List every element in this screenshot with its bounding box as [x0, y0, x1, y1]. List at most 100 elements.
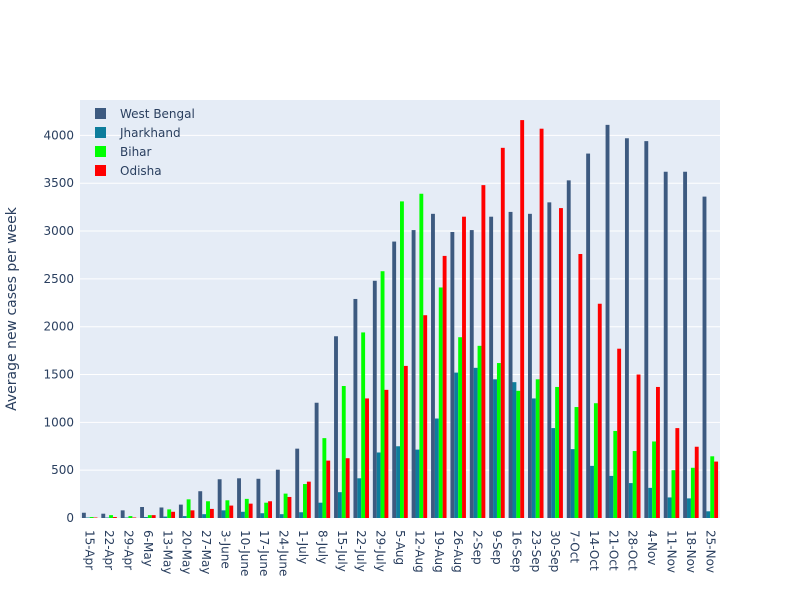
- bar-jharkhand: [202, 514, 207, 518]
- bar-bihar: [128, 516, 133, 518]
- bar-odisha: [229, 505, 234, 518]
- bar-odisha: [326, 460, 331, 518]
- y-tick-label: 0: [66, 511, 74, 525]
- bar-west-bengal: [314, 402, 319, 518]
- bar-west-bengal: [178, 504, 183, 518]
- legend-swatch: [95, 127, 106, 138]
- x-tick-label: 25-Nov: [703, 530, 717, 573]
- bar-west-bengal: [566, 180, 571, 518]
- x-tick-label: 4-Nov: [645, 530, 659, 565]
- bar-jharkhand: [493, 379, 497, 518]
- legend-label: West Bengal: [120, 107, 195, 121]
- bar-jharkhand: [531, 398, 536, 518]
- bar-bihar: [303, 484, 307, 518]
- bar-odisha: [345, 458, 350, 518]
- x-tick-label: 7-Oct: [568, 530, 582, 563]
- bar-bihar: [322, 438, 327, 518]
- bar-odisha: [306, 481, 311, 518]
- legend-swatch: [95, 108, 106, 119]
- x-tick-label: 29-Apr: [121, 530, 135, 570]
- bar-bihar: [632, 451, 637, 518]
- bar-west-bengal: [217, 479, 222, 518]
- bar-odisha: [171, 511, 176, 518]
- y-tick-label: 2000: [43, 320, 74, 334]
- x-tick-label: 28-Oct: [626, 530, 640, 571]
- bar-bihar: [109, 515, 113, 518]
- bar-odisha: [539, 128, 544, 518]
- bar-jharkhand: [240, 511, 245, 518]
- bar-bihar: [147, 515, 152, 518]
- x-tick-label: 27-May: [199, 530, 213, 574]
- bar-bihar: [535, 379, 540, 518]
- bar-bihar: [671, 470, 676, 518]
- bar-west-bengal: [469, 230, 474, 518]
- bar-bihar: [89, 517, 94, 518]
- legend[interactable]: West Bengal Jharkhand Bihar Odisha: [95, 107, 195, 178]
- bar-west-bengal: [663, 171, 668, 519]
- bar-bihar: [652, 441, 656, 518]
- bar-west-bengal: [411, 230, 416, 518]
- bar-odisha: [578, 254, 583, 518]
- y-axis-title: Average new cases per week: [4, 206, 20, 411]
- bar-jharkhand: [260, 513, 265, 518]
- legend-swatch: [95, 165, 106, 176]
- bar-bihar: [613, 430, 618, 518]
- bar-jharkhand: [415, 449, 420, 518]
- bar-odisha: [636, 374, 641, 518]
- bar-jharkhand: [318, 502, 323, 518]
- x-tick-label: 15-Apr: [83, 530, 97, 570]
- bar-jharkhand: [396, 446, 400, 518]
- x-tick-label: 11-Nov: [665, 530, 679, 573]
- bar-west-bengal: [81, 512, 86, 518]
- bar-jharkhand: [648, 487, 653, 518]
- x-tick-label: 21-Oct: [606, 530, 620, 571]
- bar-jharkhand: [144, 517, 148, 518]
- bar-bihar: [225, 500, 230, 518]
- bar-west-bengal: [275, 469, 280, 518]
- bar-jharkhand: [337, 492, 342, 518]
- y-tick-label: 3000: [43, 224, 74, 238]
- bar-west-bengal: [353, 298, 358, 518]
- y-tick-label: 500: [51, 463, 74, 477]
- y-tick-label: 1000: [43, 415, 74, 429]
- bar-bihar: [516, 390, 521, 518]
- x-tick-label: 13-May: [160, 530, 174, 574]
- y-tick-labels: 0 500 1000 1500 2000 2500 3000 3500 4000: [43, 128, 74, 525]
- bar-west-bengal: [237, 478, 241, 518]
- bar-west-bengal: [702, 196, 707, 519]
- y-tick-label: 1500: [43, 368, 74, 382]
- bar-jharkhand: [570, 449, 575, 518]
- bar-west-bengal: [450, 232, 455, 518]
- bar-jharkhand: [434, 418, 439, 518]
- bar-bihar: [206, 501, 210, 518]
- bar-west-bengal: [547, 202, 552, 518]
- bar-west-bengal: [528, 213, 532, 518]
- bar-west-bengal: [489, 216, 494, 518]
- bar-bihar: [710, 456, 715, 518]
- x-tick-label: 10-June: [238, 530, 252, 576]
- bar-odisha: [209, 508, 214, 518]
- bar-bihar: [593, 403, 598, 518]
- x-tick-label: 29-July: [374, 530, 388, 572]
- bar-bihar: [167, 509, 172, 518]
- bar-jharkhand: [454, 372, 459, 518]
- bar-bihar: [496, 363, 501, 518]
- x-tick-label: 23-Sep: [529, 530, 543, 572]
- x-tick-label: 9-Sep: [490, 530, 504, 565]
- bar-odisha: [694, 446, 699, 518]
- bar-jharkhand: [279, 514, 284, 518]
- x-tick-label: 5-Aug: [393, 530, 407, 565]
- bar-jharkhand: [357, 478, 362, 518]
- bar-west-bengal: [334, 336, 338, 518]
- bar-odisha: [617, 348, 622, 518]
- bar-odisha: [112, 517, 117, 518]
- bar-west-bengal: [644, 141, 649, 518]
- bar-bihar: [419, 193, 424, 519]
- bar-west-bengal: [586, 153, 591, 518]
- x-tick-label: 2-Sep: [471, 530, 485, 565]
- x-tick-label: 12-Aug: [412, 530, 426, 573]
- legend-label: Jharkhand: [119, 126, 181, 140]
- bar-odisha: [714, 461, 719, 518]
- bar-odisha: [248, 503, 253, 518]
